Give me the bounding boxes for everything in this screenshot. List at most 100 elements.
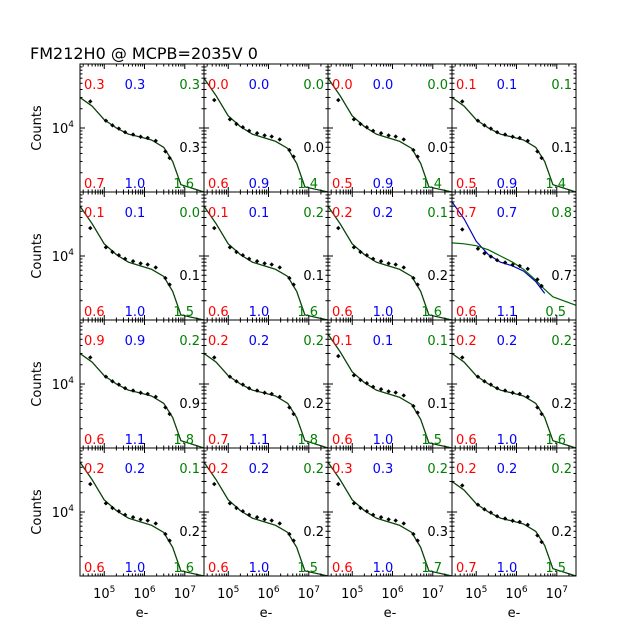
panel-2-3: 0.2 0.2 0.2 0.2 0.6 1.0 1.6 (451, 319, 577, 449)
data-point (488, 510, 494, 515)
label-top-left: 0.2 (208, 334, 229, 349)
data-point (269, 518, 274, 523)
data-point (167, 155, 172, 161)
fit-curve-green (80, 205, 204, 320)
data-point (163, 531, 168, 537)
label-bottom-right: 0.5 (545, 305, 566, 320)
panel-0-1: 0.0 0.0 0.0 0.0 0.6 0.9 1.4 (203, 63, 329, 193)
x-tick-label: 107 (422, 585, 444, 602)
data-point (415, 154, 420, 159)
label-bottom-mid: 0.9 (249, 177, 270, 192)
label-mid-right: 0.1 (427, 397, 448, 412)
label-bottom-mid: 1.0 (373, 305, 394, 320)
label-bottom-left: 0.6 (332, 561, 353, 576)
data-point (488, 126, 494, 131)
label-bottom-mid: 1.0 (497, 561, 518, 576)
panel-0-3: 0.1 0.1 0.1 0.1 0.5 0.9 1.4 (451, 63, 577, 193)
panel-3-1: 0.2 0.2 0.2 0.2 0.6 1.0 1.5 105 106 107 e- (203, 447, 329, 621)
label-top-left: 0.9 (84, 334, 105, 349)
data-point (393, 390, 398, 395)
data-point (145, 391, 150, 397)
label-bottom-right: 1.8 (173, 433, 194, 448)
label-bottom-mid: 1.0 (125, 305, 146, 320)
data-point (415, 538, 420, 543)
data-point (539, 539, 544, 545)
data-point (138, 134, 143, 139)
data-point (475, 502, 481, 507)
fit-curve-green (328, 77, 452, 192)
y-axis-label: Counts (30, 105, 45, 151)
data-point (502, 388, 508, 393)
panel-2-2: 0.1 0.1 0.1 0.1 0.6 1.0 1.5 (327, 319, 453, 449)
data-point (291, 411, 296, 417)
data-point (227, 117, 233, 122)
label-bottom-left: 0.6 (208, 561, 229, 576)
data-point (269, 391, 274, 397)
data-point (358, 121, 363, 127)
label-top-left: 0.0 (332, 78, 353, 93)
label-bottom-mid: 1.0 (373, 433, 394, 448)
label-top-mid: 0.2 (497, 334, 518, 349)
panel-1-1: 0.1 0.1 0.2 0.1 0.6 1.0 1.6 (203, 191, 329, 321)
x-tick-label: 107 (298, 585, 320, 602)
x-tick-label: 105 (465, 585, 487, 602)
data-point (234, 249, 239, 255)
data-point (287, 405, 292, 410)
y-axis-label: Counts (30, 233, 45, 279)
data-point (130, 258, 136, 264)
data-point (153, 265, 158, 270)
label-mid-right: 0.1 (179, 269, 200, 284)
y-axis-label: Counts (30, 361, 45, 407)
label-top-right: 0.3 (179, 78, 200, 93)
data-point (163, 405, 168, 410)
label-bottom-mid: 1.0 (497, 433, 518, 448)
data-point (535, 149, 540, 154)
label-top-mid: 0.9 (125, 334, 146, 349)
data-point (163, 149, 168, 154)
data-point (262, 261, 267, 266)
data-point (291, 154, 296, 159)
panel-3-0: 0.2 0.2 0.1 0.2 0.6 1.0 1.6 104 Counts 105 106 107 e… (30, 447, 205, 621)
data-point (370, 384, 376, 390)
x-axis-label: e- (508, 606, 521, 621)
label-bottom-right: 1.5 (173, 305, 194, 320)
label-top-mid: 0.2 (249, 462, 270, 477)
label-mid-right: 0.1 (303, 269, 324, 284)
label-mid-right: 0.3 (427, 525, 448, 540)
data-point (539, 155, 544, 161)
data-point (116, 253, 122, 258)
label-top-mid: 0.7 (497, 206, 518, 221)
fit-curve-green (80, 461, 204, 576)
x-tick-label: 105 (217, 585, 239, 602)
label-mid-right: 0.2 (427, 269, 448, 284)
label-top-left: 0.2 (208, 462, 229, 477)
label-top-right: 0.0 (179, 206, 200, 221)
label-mid-right: 0.2 (179, 525, 200, 540)
label-bottom-right: 1.5 (545, 561, 566, 576)
data-point (103, 118, 109, 123)
label-mid-right: 0.2 (551, 397, 572, 412)
panel-2-1: 0.2 0.2 0.2 0.2 0.7 1.1 1.8 (203, 319, 329, 449)
data-point (153, 521, 158, 526)
data-point (88, 481, 93, 487)
label-top-left: 0.1 (332, 334, 353, 349)
data-point (234, 379, 239, 384)
data-point (287, 275, 292, 281)
label-bottom-right: 1.4 (421, 177, 442, 192)
data-point (291, 282, 296, 287)
data-point (502, 260, 508, 265)
data-point (153, 138, 158, 144)
data-point (517, 519, 522, 525)
data-point (378, 386, 384, 392)
data-point (494, 257, 500, 263)
data-point (364, 509, 370, 514)
data-point (488, 254, 494, 259)
label-top-right: 0.1 (179, 462, 200, 477)
x-axis-label: e- (384, 606, 397, 621)
label-bottom-right: 1.4 (297, 177, 318, 192)
data-point (393, 518, 398, 523)
x-tick-label: 105 (341, 585, 363, 602)
label-top-left: 0.2 (84, 462, 105, 477)
data-point (291, 538, 296, 543)
